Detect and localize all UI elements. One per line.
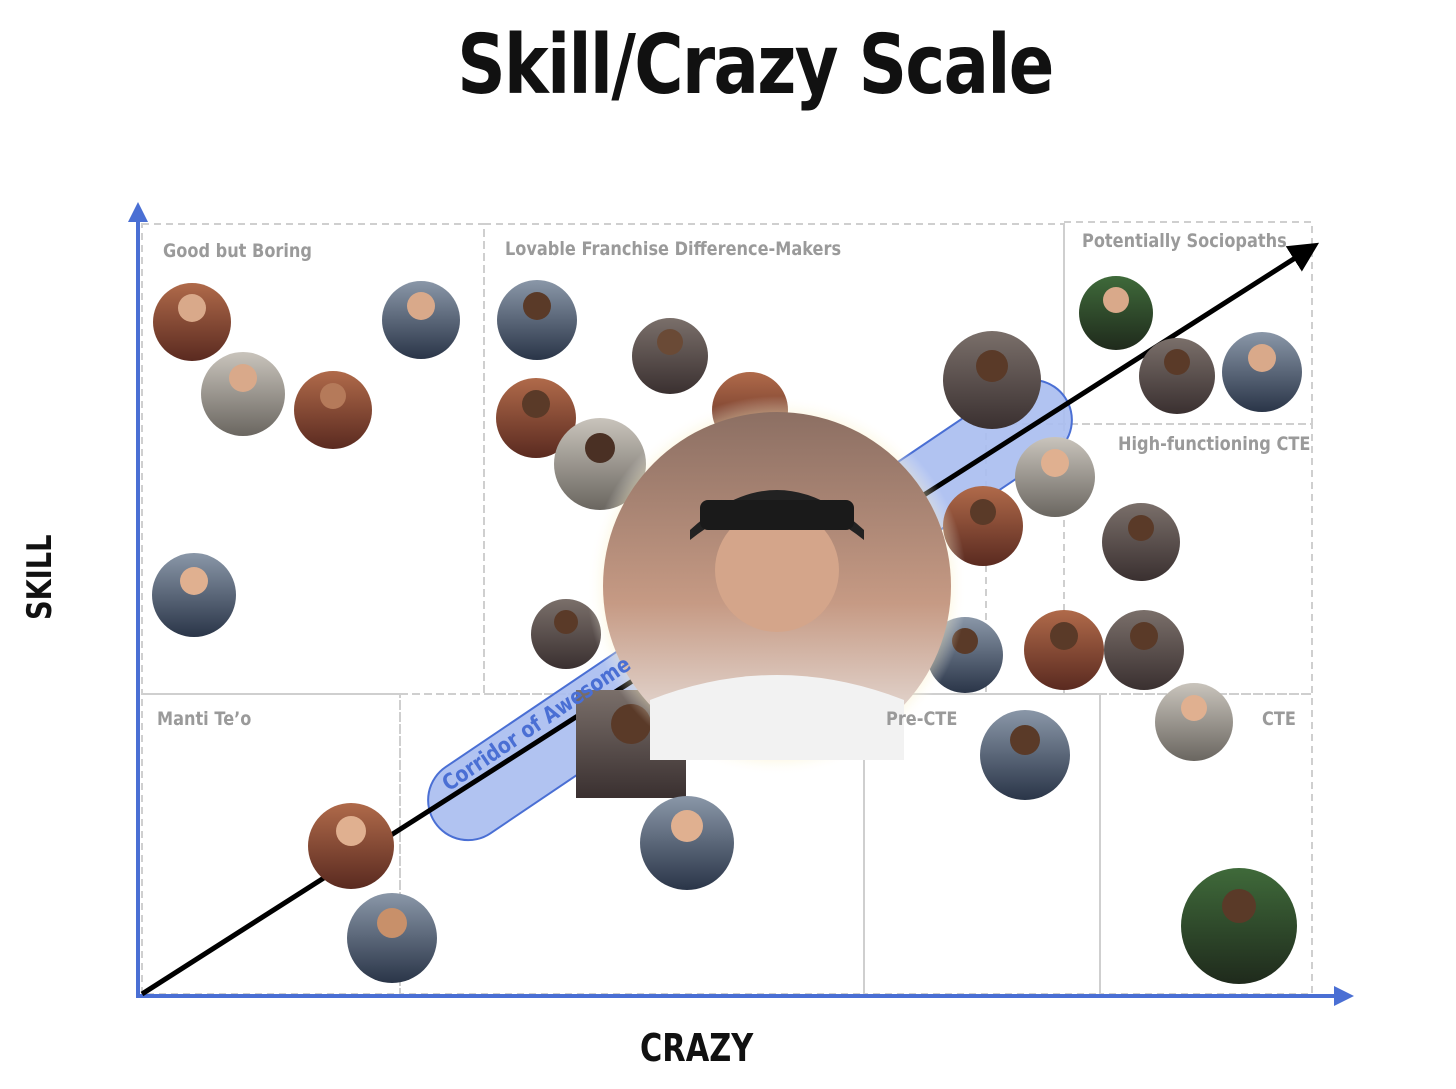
region-label-lovable: Lovable Franchise Difference-Makers: [505, 238, 842, 260]
player-photo: [382, 281, 460, 359]
region-label-pre-cte: Pre-CTE: [886, 708, 958, 730]
player-photo: [943, 331, 1041, 429]
player-photo: [152, 553, 236, 637]
region-label-good-but-boring: Good but Boring: [163, 240, 313, 262]
region-sociopaths-box: [1063, 221, 1313, 425]
player-photo: [1155, 683, 1233, 761]
player-photo: [943, 486, 1023, 566]
player-photo: [1181, 868, 1297, 984]
player-photo: [1102, 503, 1180, 581]
region-lovable-box: [483, 223, 1065, 695]
player-photo: [496, 378, 576, 458]
region-label-manti: Manti Te’o: [157, 708, 252, 730]
player-photo: [1139, 338, 1215, 414]
player-photo: [531, 599, 601, 669]
y-axis-label: SKILL: [20, 534, 60, 620]
player-photo: [1104, 610, 1184, 690]
player-photo: [294, 371, 372, 449]
page-title: Skill/Crazy Scale: [457, 18, 1054, 113]
player-photo: [1079, 276, 1153, 350]
player-photo: [153, 283, 231, 361]
player-photo: [201, 352, 285, 436]
player-photo: [1222, 332, 1302, 412]
x-axis-label: CRAZY: [640, 1026, 754, 1070]
region-label-high-functioning-cte: High-functioning CTE: [1118, 433, 1311, 455]
featured-player-photo: [587, 396, 967, 776]
player-photo: [980, 710, 1070, 800]
player-photo: [1024, 610, 1104, 690]
player-photo: [308, 803, 394, 889]
player-photo: [497, 280, 577, 360]
player-photo: [640, 796, 734, 890]
player-photo: [347, 893, 437, 983]
player-photo: [1015, 437, 1095, 517]
region-label-cte: CTE: [1262, 708, 1296, 730]
player-photo: [632, 318, 708, 394]
region-label-sociopaths: Potentially Sociopaths: [1082, 230, 1287, 252]
